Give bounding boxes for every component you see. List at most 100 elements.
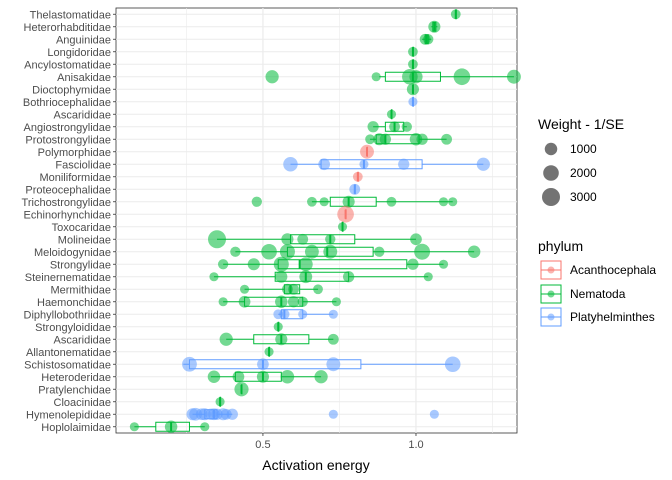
y-tick-label: Moniliformidae xyxy=(39,172,111,184)
y-tick-label: Haemonchidae xyxy=(37,297,111,309)
data-point xyxy=(444,356,461,373)
family-row xyxy=(217,256,449,272)
data-point xyxy=(359,159,369,169)
data-point xyxy=(297,233,309,245)
data-point xyxy=(261,243,277,260)
data-point xyxy=(328,309,338,319)
color-legend-entry: Acanthocephala xyxy=(540,260,656,280)
data-point xyxy=(219,332,233,346)
y-tick-label: Strongylidae xyxy=(50,259,111,271)
data-point xyxy=(401,121,412,132)
family-row xyxy=(360,144,374,159)
chart-marks xyxy=(129,9,521,434)
data-point xyxy=(365,134,375,145)
y-tick-label: Cloacinidae xyxy=(54,397,111,409)
x-axis-title: Activation energy xyxy=(262,457,369,473)
y-tick-label: Anguinidae xyxy=(56,34,111,46)
data-point xyxy=(287,296,300,308)
data-point xyxy=(129,422,139,432)
color-legend-label: Acanthocephala xyxy=(570,263,656,277)
data-point xyxy=(256,370,269,383)
data-point xyxy=(279,309,290,320)
data-point xyxy=(326,357,341,372)
data-point xyxy=(327,333,339,345)
data-point xyxy=(207,370,221,384)
family-row xyxy=(251,195,458,208)
data-point xyxy=(234,382,249,397)
data-point xyxy=(164,420,178,434)
data-point xyxy=(298,257,313,272)
data-point xyxy=(238,295,251,308)
data-point xyxy=(313,284,323,295)
data-point xyxy=(283,157,298,172)
data-point xyxy=(438,197,449,207)
color-legend-title: phylum xyxy=(538,238,583,254)
data-point xyxy=(318,158,331,171)
family-row xyxy=(408,96,418,107)
data-point xyxy=(429,409,439,419)
y-tick-label: Proteocephalidae xyxy=(25,184,111,196)
data-point xyxy=(265,70,279,84)
data-point xyxy=(251,196,262,207)
y-tick-label: Echinorhynchidae xyxy=(24,209,111,221)
family-row xyxy=(337,221,348,232)
data-point xyxy=(257,358,269,371)
family-row xyxy=(283,157,490,172)
data-point xyxy=(438,259,449,269)
family-row xyxy=(129,420,210,434)
data-point xyxy=(264,347,274,357)
y-tick-label: Ascarididae xyxy=(54,109,111,121)
y-tick-label: Ancylostomatidae xyxy=(24,59,111,71)
data-point xyxy=(337,222,348,232)
data-point xyxy=(406,83,419,96)
family-row xyxy=(209,270,433,284)
data-point xyxy=(467,245,481,259)
y-tick-label: Strongyloididae xyxy=(35,322,111,334)
data-point xyxy=(328,409,338,419)
data-point xyxy=(450,9,461,20)
data-point xyxy=(367,121,379,133)
data-point xyxy=(360,144,374,159)
family-row xyxy=(365,132,453,146)
y-tick-label: Thelastomatidae xyxy=(30,9,111,21)
data-point xyxy=(281,233,294,246)
y-tick-label: Diphyllobothriidae xyxy=(24,309,111,321)
family-row xyxy=(230,243,481,260)
y-tick-label: Polymorphidae xyxy=(38,147,111,159)
data-point xyxy=(288,283,299,295)
data-point xyxy=(208,230,227,249)
family-row xyxy=(240,283,323,295)
data-point xyxy=(398,158,410,170)
y-tick-label: Molineidae xyxy=(58,234,111,246)
data-point xyxy=(314,370,328,384)
data-point xyxy=(232,370,245,383)
y-tick-label: Allantonematidae xyxy=(26,347,111,359)
family-row xyxy=(273,309,338,320)
data-point xyxy=(218,297,228,307)
data-point xyxy=(273,256,289,272)
data-point xyxy=(240,284,250,294)
family-row xyxy=(408,46,418,57)
data-point xyxy=(273,322,283,332)
x-tick-label: 1.0 xyxy=(408,439,423,451)
color-legend-label: Nematoda xyxy=(570,287,626,301)
family-row xyxy=(273,321,283,332)
data-point xyxy=(409,70,423,84)
data-point xyxy=(408,46,418,57)
y-tick-label: Meloidogynidae xyxy=(34,247,111,259)
data-point xyxy=(410,233,422,246)
y-tick-label: Heterorhabditidae xyxy=(24,22,111,34)
family-row xyxy=(182,356,461,373)
y-tick-label: Fasciolidae xyxy=(55,159,111,171)
data-point xyxy=(476,157,490,171)
data-point xyxy=(279,244,295,260)
y-tick-label: Bothriocephalidae xyxy=(23,97,111,109)
box-iqr xyxy=(329,196,377,207)
y-tick-label: Anisakidae xyxy=(57,72,111,84)
data-point xyxy=(441,133,453,145)
size-legend-key xyxy=(542,188,560,206)
data-point xyxy=(349,183,361,195)
data-point xyxy=(304,244,319,259)
family-row xyxy=(207,369,328,384)
